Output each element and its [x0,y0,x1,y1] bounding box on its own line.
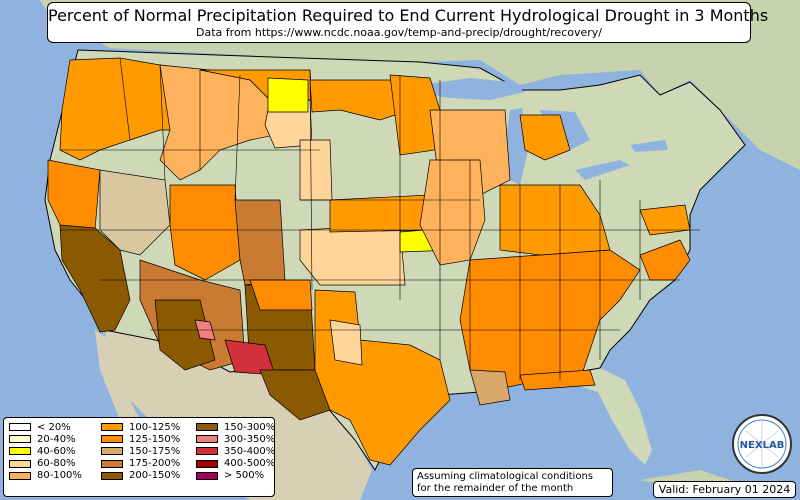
region-nd [267,77,309,113]
legend-swatch [196,471,218,480]
legend-item: 40-60% [9,445,82,457]
legend-swatch [196,435,218,444]
logo-text: NEXLAB [740,440,785,451]
legend-label: < 20% [37,421,71,433]
region-az-dark [154,299,216,371]
region-wy [299,139,333,201]
legend-label: 400-500% [224,458,276,470]
legend-item: 150-300% [196,421,275,433]
legend-item: 80-100% [9,470,82,482]
legend-swatch [9,459,31,468]
legend-col-1: < 20% 20-40% 40-60% 60-80% 80-100% [9,421,82,482]
legend-swatch [9,471,31,480]
legend-item: 150-175% [101,445,180,457]
region-ks [299,224,406,286]
region-tx-light [329,319,363,366]
lake-ontario [630,140,668,152]
legend-swatch [101,435,123,444]
legend-swatch [101,423,123,432]
map-title: Percent of Normal Precipitation Required… [48,6,769,25]
region-gulf-tan [469,369,511,406]
legend-item: 100-125% [101,421,180,433]
note-line-1: Assuming climatological conditions [417,471,593,482]
legend-swatch [9,423,31,432]
florida-land [560,368,652,465]
valid-date: Valid: February 01 2024 [653,481,796,498]
legend-label: 150-175% [129,445,181,457]
region-co [234,199,286,286]
legend-item: 20-40% [9,433,82,445]
assumption-note: Assuming climatological conditions for t… [412,468,613,497]
region-nm-n [249,279,313,311]
legend-col-2: 100-125% 125-150% 150-175% 175-200% 200-… [101,421,180,482]
legend-item: > 500% [196,470,275,482]
legend-swatch [9,435,31,444]
legend-label: > 500% [224,470,265,482]
legend-label: 350-400% [224,445,276,457]
legend-item: 200-150% [101,470,180,482]
title-box: Percent of Normal Precipitation Required… [47,2,769,43]
lake-superior [420,78,525,100]
region-ne [329,194,431,233]
legend-item: 350-400% [196,445,275,457]
legend-swatch [101,471,123,480]
region-nc [639,239,691,281]
mexico-land [105,330,372,500]
legend-swatch [196,423,218,432]
legend-label: 150-300% [224,421,276,433]
legend-swatch [101,447,123,456]
legend-item: 175-200% [101,458,180,470]
lake-erie [575,160,630,180]
drought-regions [47,57,691,466]
legend-label: 100-125% [129,421,181,433]
legend-col-3: 150-300% 300-350% 350-400% 400-500% > 50… [196,421,275,482]
legend-swatch [196,447,218,456]
legend-swatch [101,459,123,468]
legend-item: 400-500% [196,458,275,470]
state-borders [60,57,700,380]
legend-label: 80-100% [37,470,82,482]
legend-label: 40-60% [37,445,76,457]
region-mich [519,114,571,161]
legend-item: < 20% [9,421,82,433]
legend-swatch [196,459,218,468]
region-ohio-valley [499,184,611,256]
region-fl-pan [519,369,596,391]
legend-item: 60-80% [9,458,82,470]
map-subtitle: Data from https://www.ncdc.noaa.gov/temp… [196,26,602,39]
legend: < 20% 20-40% 40-60% 60-80% 80-100% 100-1… [3,417,275,497]
legend-label: 125-150% [129,433,181,445]
legend-item: 300-350% [196,433,275,445]
legend-label: 200-150% [129,470,181,482]
legend-item: 125-150% [101,433,180,445]
nexlab-logo: NEXLAB [732,414,792,474]
note-line-2: for the remainder of the month [417,483,574,494]
region-ca-s [59,224,131,333]
legend-label: 175-200% [129,458,181,470]
legend-swatch [9,447,31,456]
region-wtx [259,369,331,421]
legend-label: 60-80% [37,458,76,470]
legend-label: 20-40% [37,433,76,445]
region-ut [169,184,241,281]
legend-label: 300-350% [224,433,276,445]
